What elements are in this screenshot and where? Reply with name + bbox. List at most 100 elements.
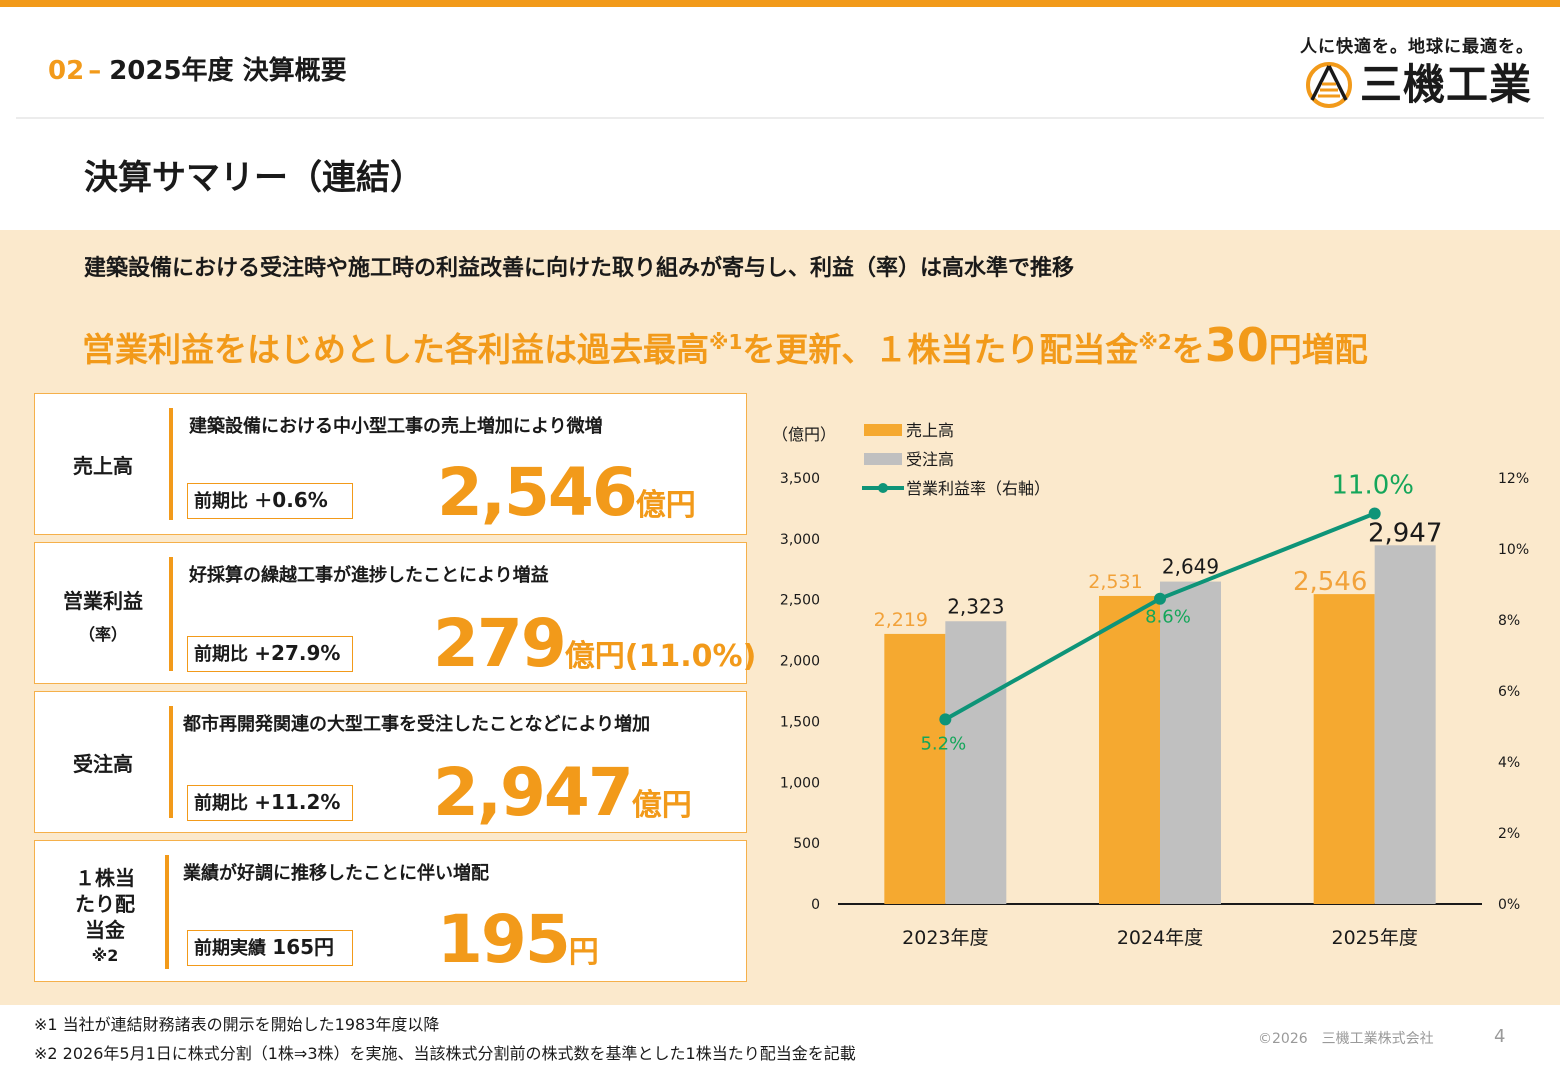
prev-value: 0.6% <box>272 488 328 512</box>
headline-note1: ※1 <box>709 330 743 354</box>
headline-number: 30 <box>1204 318 1269 372</box>
card-accent-line <box>169 706 173 818</box>
card-dividend: １株当たり配当金 ※2 業績が好調に推移したことに伴い増配 前期実績 165円 1… <box>34 840 747 982</box>
value-unit: 億円 <box>635 488 696 523</box>
summary-subtitle: 建築設備における受注時や施工時の利益改善に向けた取り組みが寄与し、利益（率）は高… <box>84 256 1075 281</box>
y-left-tick-label: 2,000 <box>780 654 820 670</box>
line-data-label-1: 8.6% <box>1145 607 1191 628</box>
top-accent-bar <box>0 0 1560 7</box>
value-unit: 億円 <box>564 639 625 674</box>
legend-label-1: 受注高 <box>906 450 954 469</box>
headline-note2: ※2 <box>1138 330 1172 354</box>
logo-name: 三機工業 <box>1359 60 1532 109</box>
card-prev-comparison: 前期比 +11.2% <box>187 785 353 821</box>
line-point-1 <box>1154 592 1166 605</box>
y-right-tick-label: 8% <box>1498 613 1520 629</box>
logo-tagline: 人に快適を。地球に最適を。 <box>1300 37 1534 57</box>
y-right-tick-label: 0% <box>1498 897 1520 913</box>
value-number: 195 <box>437 901 571 978</box>
card-value: 2,947億円 <box>433 754 692 831</box>
y-left-tick-label: 0 <box>811 897 820 913</box>
card-value: 279億円(11.0%) <box>433 605 756 682</box>
bar-0-1 <box>1099 595 1160 904</box>
card-orders-received: 受注高 都市再開発関連の大型工事を受注したことなどにより増加 前期比 +11.2… <box>34 691 747 833</box>
value-unit: 円 <box>568 935 599 970</box>
prev-value: 165円 <box>272 935 335 959</box>
card-label-note: （率） <box>78 625 127 644</box>
bar-data-label-0-0: 2,219 <box>874 609 928 631</box>
line-point-2 <box>1368 507 1381 520</box>
page-number: 4 <box>1494 1026 1506 1047</box>
value-number: 2,546 <box>437 454 638 531</box>
copyright: ©2026 三機工業株式会社 <box>1258 1031 1434 1047</box>
header-divider <box>16 117 1544 119</box>
card-label: 売上高 <box>73 454 133 478</box>
page-title: 決算サマリー（連結） <box>84 158 424 198</box>
card-prev-comparison: 前期比 ＋0.6% <box>187 483 353 519</box>
bar-data-label-0-1: 2,531 <box>1088 571 1142 593</box>
legend-label-line: 営業利益率（右軸） <box>906 479 1050 498</box>
headline-part3: を <box>1171 330 1205 369</box>
card-label: 受注高 <box>73 752 133 776</box>
bar-1-0 <box>945 621 1007 904</box>
card-label: 営業利益 （率） <box>35 587 171 649</box>
y-left-tick-label: 3,500 <box>780 471 820 487</box>
card-prev-comparison: 前期比 +27.9% <box>187 636 353 672</box>
x-tick-label: 2024年度 <box>1117 927 1203 949</box>
legend-swatch-1 <box>864 453 902 465</box>
value-number: 2,947 <box>433 754 634 831</box>
chart-unit-label: （億円） <box>772 425 836 444</box>
card-description: 好採算の繰越工事が進捗したことにより増益 <box>189 565 549 586</box>
prev-label: 前期実績 <box>194 938 273 959</box>
section-title: 2025年度 決算概要 <box>109 56 347 86</box>
bar-0-2 <box>1313 594 1375 904</box>
section-header: 02–2025年度 決算概要 <box>48 50 347 87</box>
bar-data-label-1-2: 2,947 <box>1368 518 1442 548</box>
bar-1-2 <box>1374 545 1436 904</box>
section-number: 02 <box>48 56 85 86</box>
prev-label: 前期比 ＋ <box>194 491 273 512</box>
bar-0-0 <box>884 633 946 904</box>
y-right-tick-label: 10% <box>1498 542 1529 558</box>
line-point-0 <box>939 713 952 726</box>
y-left-tick-label: 1,000 <box>780 775 820 791</box>
card-value: 195円 <box>437 901 599 978</box>
card-value: 2,546億円 <box>437 454 696 531</box>
y-right-tick-label: 4% <box>1498 755 1520 771</box>
card-label-note: ※2 <box>91 946 119 965</box>
prev-label: 前期比 <box>194 793 255 814</box>
value-number: 279 <box>433 605 567 682</box>
card-description: 業績が好調に推移したことに伴い増配 <box>183 863 489 884</box>
y-right-tick-label: 6% <box>1498 684 1520 700</box>
x-tick-label: 2025年度 <box>1331 927 1417 949</box>
x-tick-label: 2023年度 <box>902 927 988 949</box>
y-left-tick-label: 2,500 <box>780 593 820 609</box>
card-operating-income: 営業利益 （率） 好採算の繰越工事が進捗したことにより増益 前期比 +27.9% … <box>34 542 756 684</box>
card-prev-comparison: 前期実績 165円 <box>187 930 353 966</box>
line-data-label-2: 11.0% <box>1331 471 1414 501</box>
bar-data-label-0-2: 2,546 <box>1293 567 1367 597</box>
bar-data-label-1-1: 2,649 <box>1162 555 1219 579</box>
legend-line-marker <box>878 483 888 493</box>
prev-value: +27.9% <box>254 641 341 665</box>
card-label-text: 営業利益 <box>63 589 143 613</box>
value-extra: (11.0%) <box>624 639 757 674</box>
section-dash: – <box>88 56 102 86</box>
prev-value: +11.2% <box>254 790 341 814</box>
y-right-tick-label: 2% <box>1498 826 1520 842</box>
card-description: 建築設備における中小型工事の売上増加により微増 <box>189 416 603 437</box>
prev-label: 前期比 <box>194 644 255 665</box>
card-accent-line <box>165 855 169 969</box>
y-left-tick-label: 1,500 <box>780 714 820 730</box>
bar-1-1 <box>1160 581 1221 904</box>
headline-part2: を更新、１株当たり配当金 <box>742 330 1139 369</box>
headline-part4: 円増配 <box>1268 330 1368 369</box>
summary-headline: 営業利益をはじめとした各利益は過去最高※1を更新、１株当たり配当金※2を30円増… <box>82 318 1368 372</box>
chart-axes: （億円） 0 500 1,000 1,500 2,000 2,500 3,000 3,500 0%… <box>772 425 1529 949</box>
card-label: １株当たり配当金 ※2 <box>35 865 175 969</box>
y-left-tick-label: 3,000 <box>780 532 820 548</box>
legend-swatch-0 <box>864 424 902 436</box>
y-right-tick-label: 12% <box>1498 471 1529 487</box>
